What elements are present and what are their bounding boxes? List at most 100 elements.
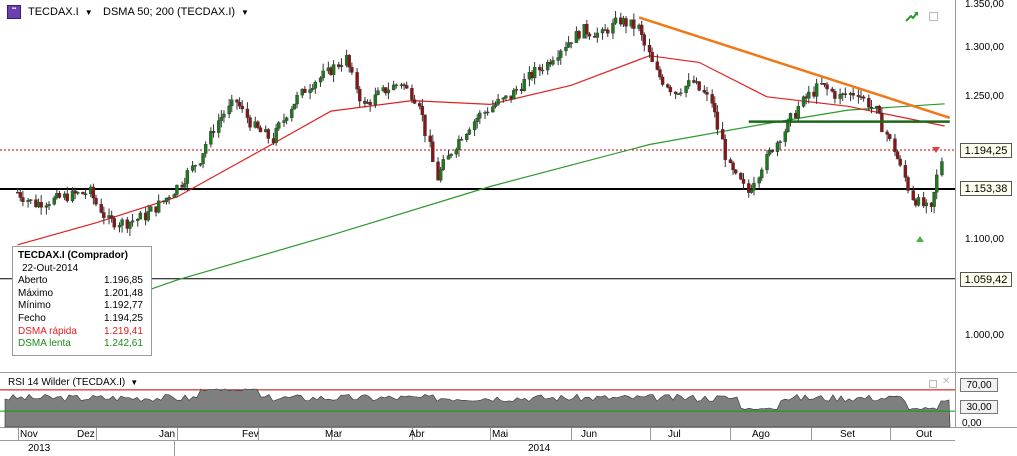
candle-body [676, 93, 680, 95]
candle-body [478, 112, 482, 119]
candle-body [856, 95, 861, 97]
candle-body [770, 149, 774, 152]
month-label: Mar [325, 429, 343, 440]
candle-body [668, 87, 673, 93]
candle-body [697, 81, 701, 91]
candle-body [655, 61, 660, 70]
maximize-icon[interactable] [929, 12, 938, 21]
candle-body [632, 19, 636, 29]
price-label: 1.350,00 [965, 0, 1004, 10]
candle-body [733, 169, 738, 174]
candle-body [611, 22, 615, 34]
candle-body [146, 211, 150, 221]
candle-body [569, 42, 573, 44]
candle-body [18, 192, 22, 198]
candle-body [203, 144, 208, 154]
candle-body [128, 221, 132, 229]
candle-body [566, 42, 571, 48]
candle-body [514, 88, 519, 91]
candle-body [814, 83, 819, 97]
candle-body [924, 202, 928, 207]
indicator-selector[interactable]: DSMA 50; 200 (TECDAX.I) ▼ [103, 6, 249, 18]
resistance-trendline [638, 16, 951, 119]
candle-body [551, 60, 555, 65]
candle-body [420, 106, 425, 116]
candle-body [624, 18, 628, 27]
candle-body [903, 165, 908, 178]
ohlc-info-box: TECDAX.I (Comprador) 22-Out-2014 Aberto 1… [12, 246, 152, 356]
month-label: Set [840, 429, 856, 440]
candle-body [801, 96, 806, 107]
price-label: 1.000,00 [965, 330, 1004, 341]
candle-body [172, 194, 177, 198]
trendlines [638, 16, 951, 242]
candle-body [935, 174, 939, 193]
rsi-selector[interactable]: RSI 14 Wilder (TECDAX.I) ▼ [8, 377, 138, 388]
candle-body [201, 153, 205, 164]
candle-body [149, 206, 153, 212]
candle-body [686, 80, 691, 87]
candle-body [266, 129, 271, 139]
price-label: 1.250,00 [965, 91, 1004, 102]
trend-arrow-icon[interactable] [905, 9, 919, 23]
symbol-label: TECDAX.I [28, 6, 79, 18]
candle-body [467, 129, 472, 135]
candle-body [720, 129, 725, 140]
chevron-down-icon: ▼ [130, 378, 139, 387]
candle-body [786, 119, 790, 133]
candle-body [647, 45, 652, 53]
candle-body [760, 169, 764, 179]
candle-body [475, 118, 479, 122]
candle-body [921, 197, 926, 207]
candle-body [728, 159, 733, 164]
info-row: Aberto 1.196,85 [18, 275, 143, 287]
candle-body [211, 131, 216, 133]
candle-body [449, 153, 453, 156]
candle-body [673, 91, 678, 95]
symbol-selector[interactable]: TECDAX.I ▼ [28, 6, 93, 18]
candle-body [666, 84, 670, 88]
info-date: 22-Out-2014 [22, 262, 79, 274]
rsi-pane [0, 388, 955, 428]
candle-body [838, 94, 842, 99]
candle-body [39, 202, 43, 208]
candle-body [454, 149, 459, 155]
candle-body [350, 66, 354, 73]
price-label: 1.300,00 [965, 42, 1004, 53]
candle-body [26, 199, 30, 202]
grid-layer [0, 428, 955, 456]
candle-body [783, 131, 787, 142]
candle-body [556, 57, 560, 61]
candle-body [642, 34, 646, 46]
month-label: Ago [752, 429, 770, 440]
candle-body [245, 108, 250, 118]
candle-body [431, 141, 435, 163]
maximize-icon[interactable] [929, 380, 937, 388]
info-row: Máximo 1.201,48 [18, 287, 143, 299]
candle-body [99, 204, 103, 213]
main-pane[interactable] [0, 0, 955, 372]
candle-body [713, 102, 717, 113]
candle-body [209, 131, 213, 145]
close-icon[interactable]: ✕ [942, 376, 951, 387]
candle-body [355, 72, 359, 90]
month-label: Jun [581, 429, 598, 440]
candle-body [441, 159, 445, 170]
candle-body [851, 92, 855, 96]
candle-body [465, 134, 469, 140]
low-price-tag: 1.059,42 [960, 272, 1012, 287]
candle-body [585, 23, 589, 35]
candle-body [428, 135, 432, 142]
info-row-fast-ma: DSMA rápida 1.219,41 [18, 325, 143, 337]
candle-body [867, 98, 871, 108]
candle-body [321, 70, 325, 79]
month-label: Dez [77, 429, 95, 440]
month-label: Abr [409, 429, 425, 440]
candle-body [485, 111, 490, 114]
candle-body [230, 99, 234, 107]
candle-body [472, 121, 477, 131]
candle-body [368, 101, 372, 105]
candle-body [833, 91, 837, 99]
candle-body [559, 50, 563, 58]
candle-body [538, 67, 542, 71]
